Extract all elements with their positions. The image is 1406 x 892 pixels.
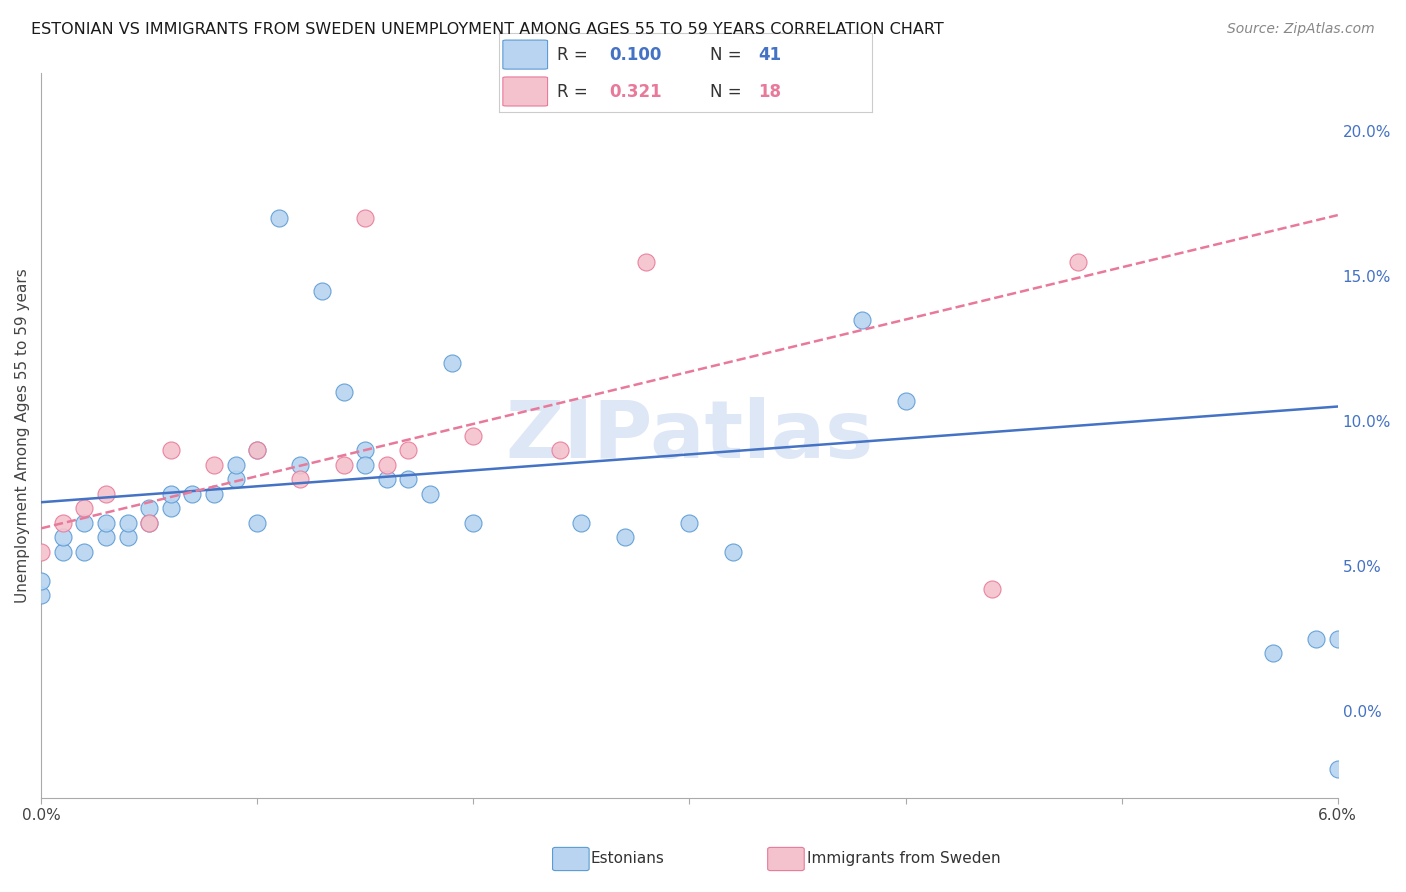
Text: R =: R = <box>557 46 593 64</box>
Point <box>375 472 398 486</box>
Text: ESTONIAN VS IMMIGRANTS FROM SWEDEN UNEMPLOYMENT AMONG AGES 55 TO 59 YEARS CORREL: ESTONIAN VS IMMIGRANTS FROM SWEDEN UNEMP… <box>31 22 943 37</box>
Point <box>463 428 485 442</box>
Point <box>94 530 117 544</box>
Point <box>463 516 485 530</box>
Point <box>678 516 700 530</box>
Point <box>159 486 181 500</box>
Point <box>419 486 441 500</box>
Point <box>138 516 160 530</box>
Point <box>30 544 52 558</box>
Point <box>30 574 52 588</box>
Text: 18: 18 <box>758 83 782 101</box>
Point <box>354 443 377 458</box>
Point <box>181 486 204 500</box>
Point <box>290 458 312 472</box>
Point <box>246 443 269 458</box>
Text: Source: ZipAtlas.com: Source: ZipAtlas.com <box>1227 22 1375 37</box>
Point <box>1326 632 1348 646</box>
Point <box>354 211 377 225</box>
Text: 0.100: 0.100 <box>609 46 661 64</box>
Point <box>721 544 744 558</box>
Point <box>138 516 160 530</box>
Point <box>94 516 117 530</box>
Point <box>73 501 96 516</box>
Point <box>311 284 333 298</box>
Point <box>548 443 571 458</box>
Text: Immigrants from Sweden: Immigrants from Sweden <box>807 851 1001 865</box>
Point <box>159 443 181 458</box>
FancyBboxPatch shape <box>503 40 547 69</box>
Point <box>52 544 75 558</box>
Point <box>117 530 139 544</box>
FancyBboxPatch shape <box>503 77 547 106</box>
Text: 41: 41 <box>758 46 782 64</box>
Point <box>52 530 75 544</box>
Point <box>851 312 873 326</box>
Point <box>1305 632 1327 646</box>
Point <box>332 458 354 472</box>
Text: R =: R = <box>557 83 593 101</box>
Point <box>1261 646 1284 660</box>
Point <box>981 582 1004 597</box>
Point <box>354 458 377 472</box>
Point <box>225 458 247 472</box>
Point <box>375 458 398 472</box>
Point <box>52 516 75 530</box>
Point <box>117 516 139 530</box>
Point <box>246 443 269 458</box>
Point <box>202 458 225 472</box>
Point <box>613 530 636 544</box>
Point <box>1067 254 1090 268</box>
Point <box>159 501 181 516</box>
Y-axis label: Unemployment Among Ages 55 to 59 years: Unemployment Among Ages 55 to 59 years <box>15 268 30 603</box>
Point <box>894 393 917 408</box>
Point <box>290 472 312 486</box>
Point <box>571 516 593 530</box>
Point <box>94 486 117 500</box>
Text: Estonians: Estonians <box>591 851 665 865</box>
Point <box>398 443 420 458</box>
Point <box>636 254 658 268</box>
Text: 0.321: 0.321 <box>609 83 662 101</box>
Text: ZIPatlas: ZIPatlas <box>505 397 873 475</box>
Text: N =: N = <box>710 83 747 101</box>
Point <box>332 384 354 399</box>
Point <box>73 544 96 558</box>
Text: N =: N = <box>710 46 747 64</box>
Point <box>225 472 247 486</box>
Point <box>398 472 420 486</box>
Point <box>202 486 225 500</box>
Point <box>138 501 160 516</box>
Point <box>73 516 96 530</box>
Point <box>267 211 290 225</box>
Point <box>1326 762 1348 776</box>
Point <box>440 356 463 370</box>
Point <box>246 516 269 530</box>
Point <box>30 588 52 602</box>
